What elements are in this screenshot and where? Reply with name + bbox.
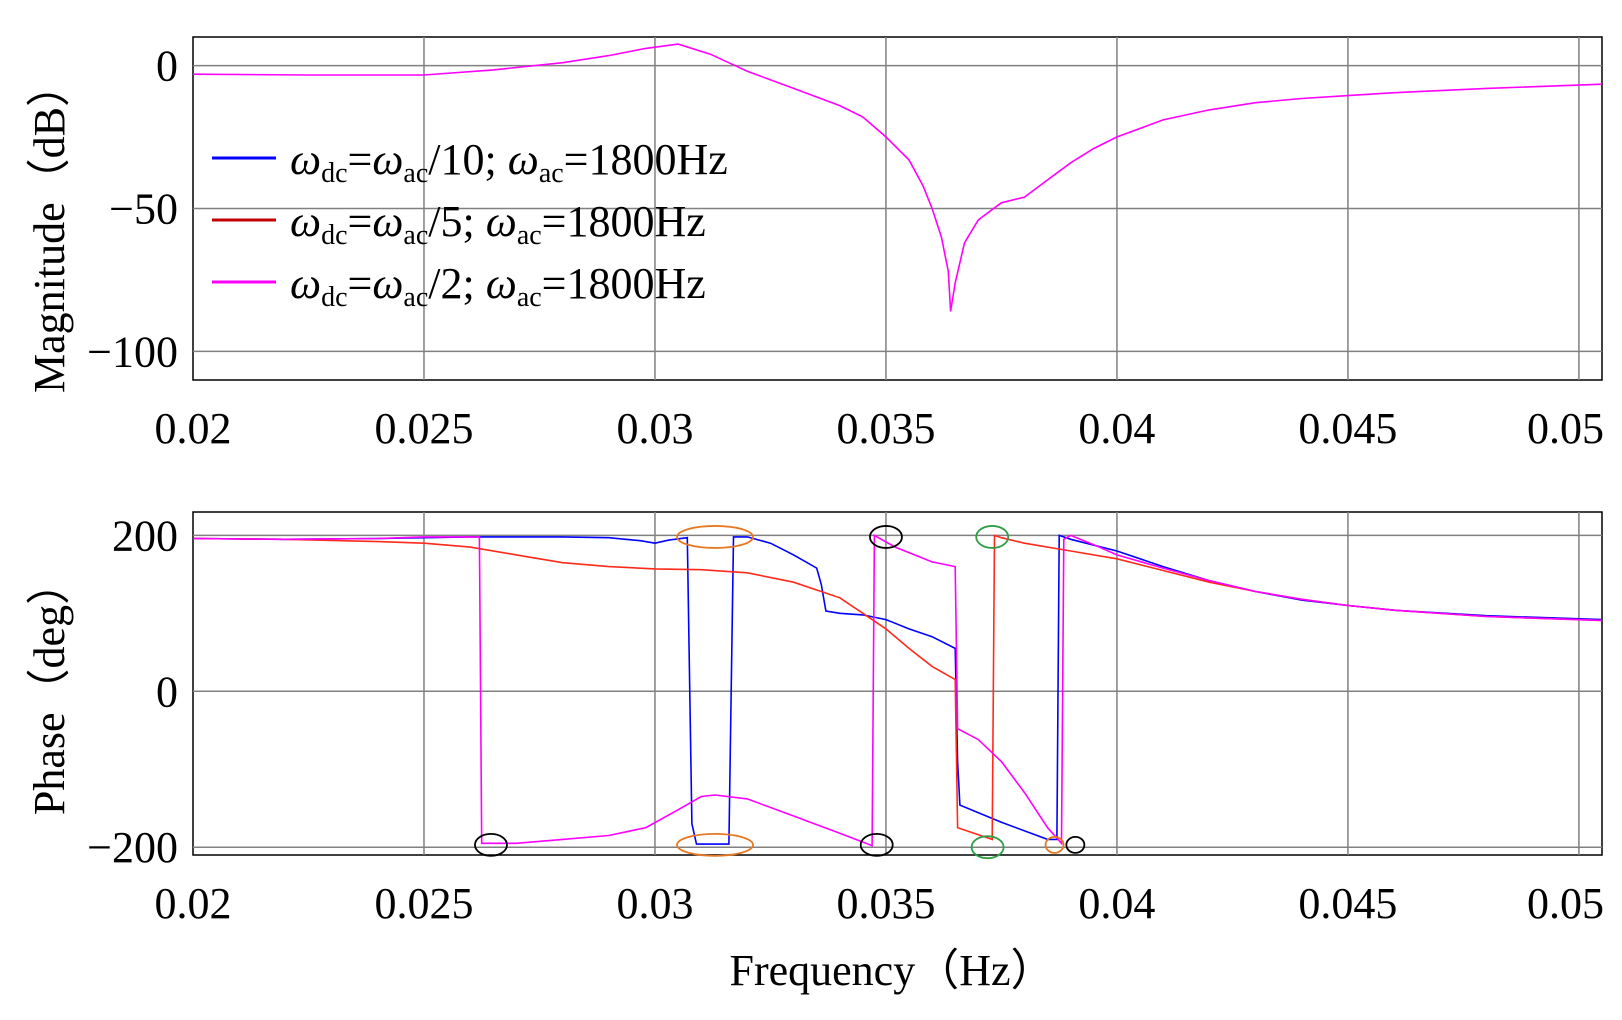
legend-label-part: =	[348, 259, 373, 308]
legend-label-part: ac	[403, 282, 428, 313]
legend-label: ωdc=ωac/5; ωac=1800Hz	[290, 197, 706, 251]
series-line-0	[192, 43, 1603, 312]
legend-label-part: /5;	[428, 197, 485, 246]
series-line-2	[192, 534, 1603, 847]
annotation-circle	[474, 832, 508, 857]
y-tick-label: −50	[109, 185, 178, 234]
annotation-circle	[859, 832, 894, 857]
legend-label-part: ω	[508, 135, 539, 184]
legend-label-part: ω	[486, 197, 517, 246]
legend-label-part: ω	[290, 135, 321, 184]
x-tick-label: 0.045	[1298, 404, 1397, 453]
x-tick-label: 0.03	[616, 404, 693, 453]
y-tick-label: 0	[156, 667, 178, 716]
legend-label: ωdc=ωac/10; ωac=1800Hz	[290, 135, 728, 189]
annotation-circle	[869, 525, 903, 549]
x-tick-label: 0.035	[836, 879, 935, 928]
legend-label-part: ac	[517, 282, 542, 313]
legend-label-part: =	[348, 135, 373, 184]
phase-series	[192, 534, 1603, 847]
x-tick-label: 0.045	[1298, 879, 1397, 928]
legend-label-part: dc	[321, 158, 347, 189]
y-tick-label: −100	[87, 327, 178, 376]
annotation-circle	[676, 832, 754, 857]
annotation-circle	[1065, 835, 1086, 854]
phase-y-axis-label: Phase（deg）	[25, 561, 74, 815]
legend-label-part: /2;	[428, 259, 485, 308]
magnitude-grid	[193, 37, 1602, 380]
y-tick-label: −200	[87, 823, 178, 872]
phase-annotation-circles	[474, 525, 1086, 860]
phase-x-tick-labels: 0.02 0.025 0.03 0.035 0.04 0.045 0.05	[155, 879, 1605, 928]
legend-label-part: ω	[372, 135, 403, 184]
x-tick-label: 0.04	[1078, 404, 1155, 453]
phase-panel: 0.02 0.025 0.03 0.035 0.04 0.045 0.05 200 0 −200…	[25, 511, 1604, 995]
x-tick-label: 0.025	[374, 404, 473, 453]
annotation-circle	[1044, 835, 1065, 854]
legend-label-part: ac	[403, 158, 428, 189]
legend-label-part: ac	[403, 220, 428, 251]
legend-label-part: ac	[539, 158, 564, 189]
series-line-0	[192, 534, 1603, 845]
magnitude-y-tick-labels: 0 −50 −100	[87, 42, 178, 377]
x-tick-label: 0.03	[616, 879, 693, 928]
x-axis-label: Frequency（Hz）	[729, 946, 1054, 995]
annotation-circle	[970, 835, 1005, 860]
magnitude-y-axis-label: Magnitude（dB）	[25, 63, 74, 393]
phase-y-tick-labels: 200 0 −200	[87, 511, 178, 872]
legend-label-part: =1800Hz	[542, 259, 706, 308]
x-tick-label: 0.04	[1078, 879, 1155, 928]
legend-label-part: dc	[321, 282, 347, 313]
legend-label-part: /10;	[428, 135, 507, 184]
y-tick-label: 0	[156, 42, 178, 91]
legend-label-part: =	[348, 197, 373, 246]
x-tick-label: 0.025	[374, 879, 473, 928]
legend-label-part: ω	[372, 259, 403, 308]
legend-label: ωdc=ωac/2; ωac=1800Hz	[290, 259, 706, 313]
legend-label-part: =1800Hz	[542, 197, 706, 246]
legend-label-part: ω	[290, 259, 321, 308]
y-tick-label: 200	[112, 511, 178, 560]
legend-label-part: =1800Hz	[564, 135, 728, 184]
legend-entry: ωdc=ωac/2; ωac=1800Hz	[212, 259, 706, 313]
phase-plot-area	[192, 511, 1603, 856]
legend-label-part: ω	[290, 197, 321, 246]
x-tick-label: 0.02	[155, 404, 232, 453]
annotation-circle	[975, 525, 1010, 549]
annotation-circle	[676, 525, 754, 549]
legend-label-part: ω	[372, 197, 403, 246]
legend-label-part: ac	[517, 220, 542, 251]
legend-entry: ωdc=ωac/10; ωac=1800Hz	[212, 135, 728, 189]
x-tick-label: 0.035	[836, 404, 935, 453]
magnitude-panel: 0.02 0.025 0.03 0.035 0.04 0.045 0.05 0 −50 −100…	[25, 36, 1605, 453]
x-tick-label: 0.05	[1527, 879, 1604, 928]
x-tick-label: 0.05	[1527, 404, 1604, 453]
x-tick-label: 0.02	[155, 879, 232, 928]
legend-label-part: dc	[321, 220, 347, 251]
magnitude-x-tick-labels: 0.02 0.025 0.03 0.035 0.04 0.045 0.05	[155, 404, 1605, 453]
legend-label-part: ω	[486, 259, 517, 308]
legend-entry: ωdc=ωac/5; ωac=1800Hz	[212, 197, 706, 251]
magnitude-series	[192, 43, 1603, 312]
